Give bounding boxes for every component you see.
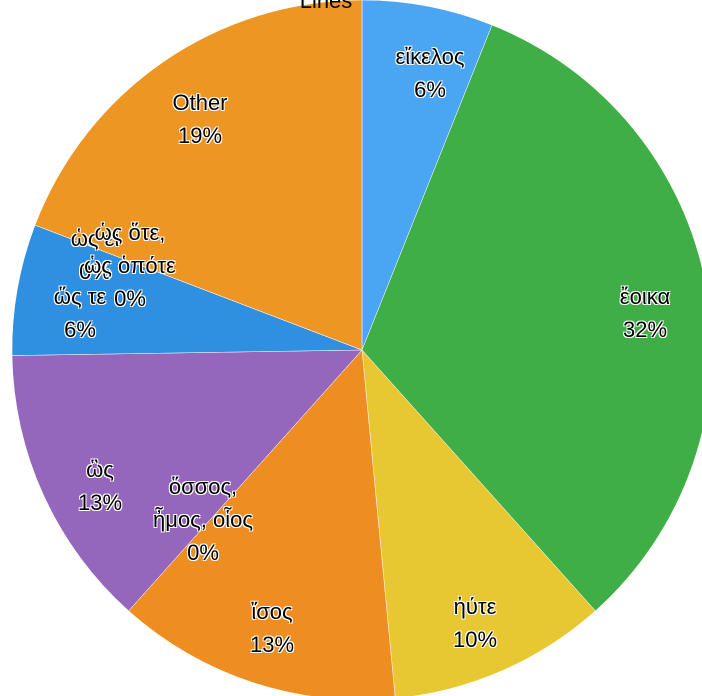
category-label: ἴσος [251,599,293,624]
pie-slice [361,0,493,351]
slice-label: ἠύτε 10% [415,590,535,656]
value-label: 32% [622,317,668,342]
category-label: εἴκελος [395,44,465,69]
category-label: ἔοικα [619,284,671,309]
pie-slice [361,349,596,696]
slice-label: ὅσσος, ἦμος, οἷος 0% [153,470,253,569]
category-label: ὅσσος, ἦμος, οἷος [153,474,253,532]
category-label: ὣς [86,457,114,482]
value-label: 0% [187,540,219,565]
value-label: 0% [114,286,146,311]
value-label: 0% [79,259,111,284]
pie-slice [11,349,363,612]
category-label: ὡς εἰ [70,226,120,251]
value-label: 6% [414,77,446,102]
pie-slice [128,349,396,696]
slice-label: ὣς 13% [60,453,140,519]
value-label: 6% [64,317,96,342]
value-label: 10% [452,627,498,652]
slice-label: ὥς τε 6% [30,280,130,346]
category-label: ἠύτε [453,594,497,619]
slice-label: εἴκελος 6% [355,40,505,106]
value-label: 19% [177,123,223,148]
slice-label: ἔοικα 32% [585,280,702,346]
value-label: 13% [249,632,295,657]
pie-slice [34,0,363,351]
pie-slice [361,24,702,612]
slice-label: ὡς ὅτε, ὡς ὁπότε 0% [80,216,180,315]
chart-title: Lines [299,0,353,13]
value-label: 13% [77,490,123,515]
slice-label: ὡς εἰ 0% [60,222,130,288]
category-label: ὥς τε [53,284,107,309]
slice-label: ἴσος 13% [212,595,332,661]
pie-slice [11,224,363,356]
category-label: ὡς ὅτε, ὡς ὁπότε [84,220,176,278]
slice-label: Other 19% [140,86,260,152]
category-label: Other [172,90,228,115]
